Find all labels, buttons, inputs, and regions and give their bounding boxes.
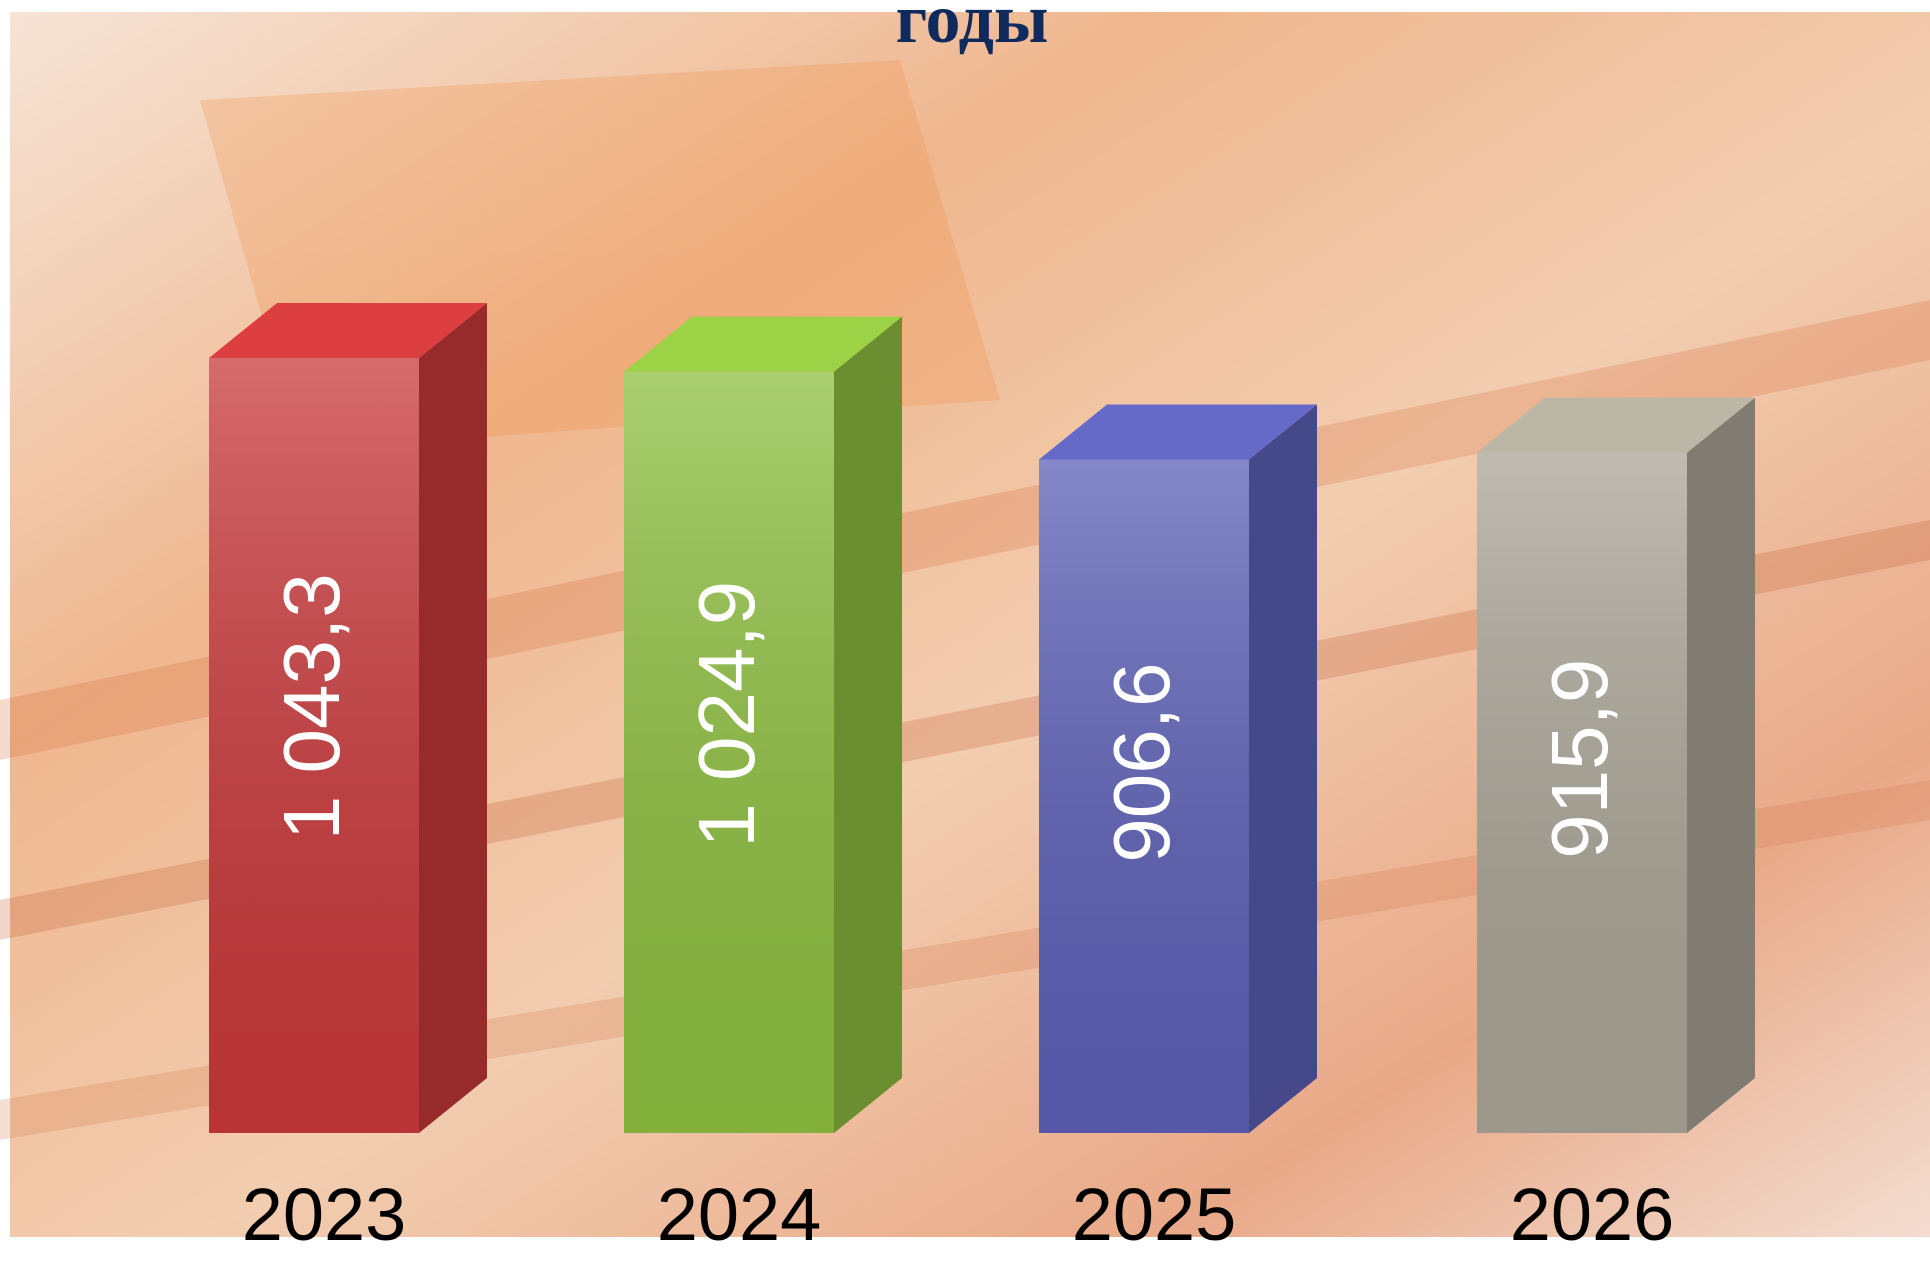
x-tick-label: 2023 [242, 1173, 407, 1256]
bar [1477, 397, 1755, 1133]
bar-shine [209, 358, 419, 1133]
bar-side [834, 316, 902, 1133]
bar-side [1687, 397, 1755, 1133]
bar-shine [1039, 459, 1249, 1134]
x-tick-label: 2025 [1072, 1173, 1237, 1256]
value-label: 915,9 [1535, 659, 1624, 859]
bar [624, 316, 902, 1133]
bar-top [624, 316, 902, 372]
bar-side [419, 303, 487, 1133]
bar-top [1477, 397, 1755, 453]
x-tick-label: 2024 [657, 1173, 822, 1256]
value-label: 1 024,9 [682, 581, 771, 848]
value-label: 906,6 [1097, 662, 1186, 862]
bar-top [1039, 404, 1317, 460]
chart-title: годы [895, 0, 1048, 58]
value-label: 1 043,3 [267, 573, 356, 840]
bar-shine [624, 371, 834, 1133]
bar [1039, 404, 1317, 1134]
bar-side [1249, 404, 1317, 1134]
bar-shine [1477, 452, 1687, 1133]
x-tick-label: 2026 [1510, 1173, 1675, 1256]
bar-top [209, 303, 487, 358]
bar [209, 303, 487, 1133]
